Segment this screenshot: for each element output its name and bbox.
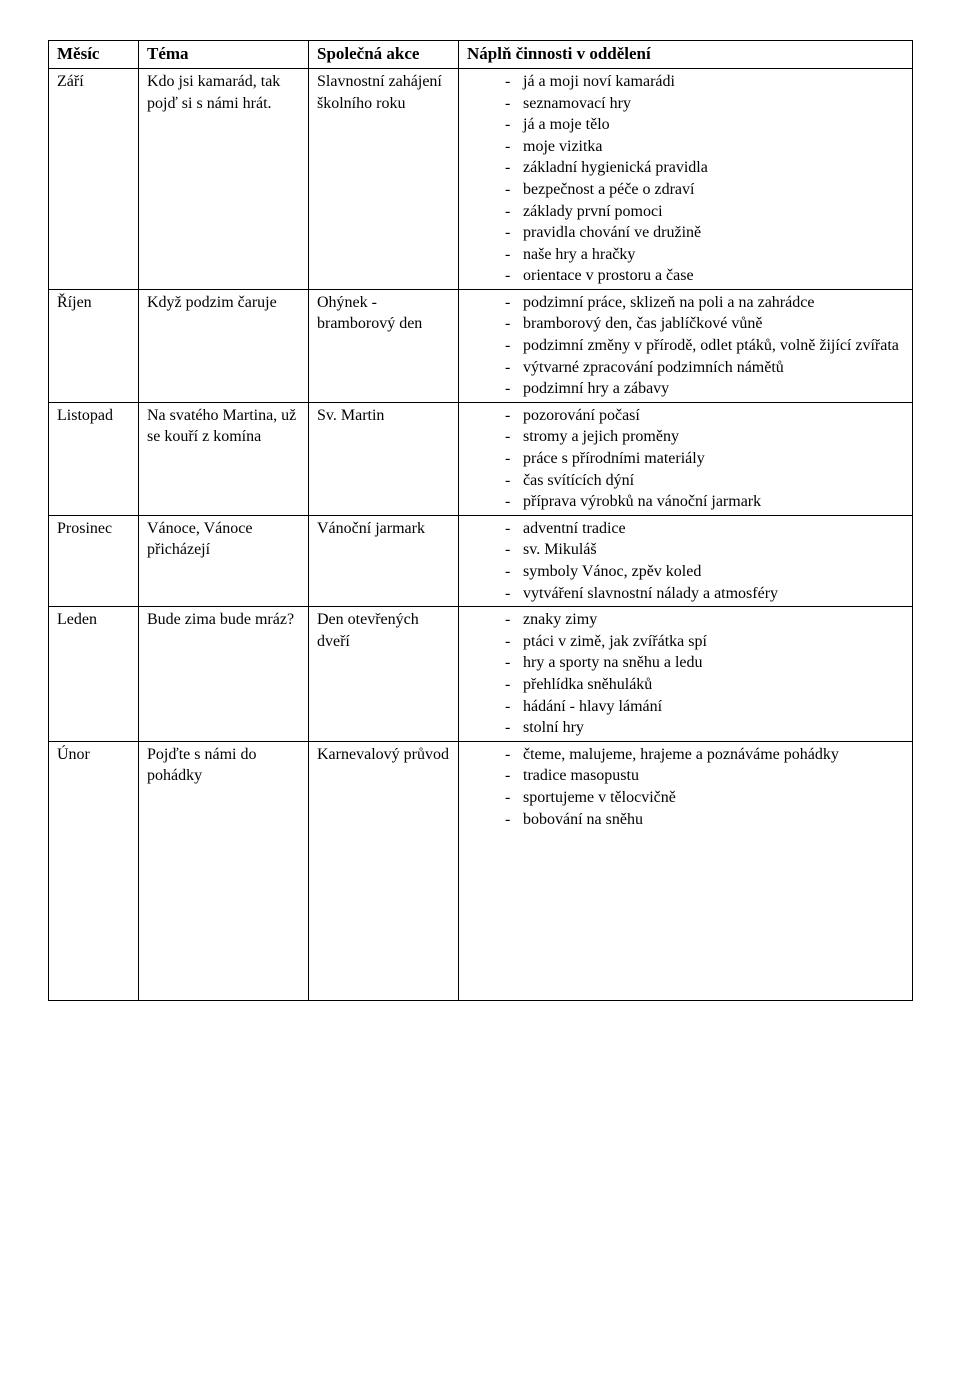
content-list-item: stolní hry bbox=[505, 717, 906, 739]
content-list-item: čteme, malujeme, hrajeme a poznáváme poh… bbox=[505, 744, 906, 766]
content-list-item: moje vizitka bbox=[505, 136, 906, 158]
table-row: ŘíjenKdyž podzim čarujeOhýnek - bramboro… bbox=[49, 289, 913, 402]
cell-theme: Pojďte s námi do pohádky bbox=[139, 741, 309, 1000]
cell-content: podzimní práce, sklizeň na poli a na zah… bbox=[459, 289, 913, 402]
cell-content: znaky zimyptáci v zimě, jak zvířátka spí… bbox=[459, 607, 913, 742]
table-row: ZáříKdo jsi kamarád, tak pojď si s námi … bbox=[49, 68, 913, 289]
content-list-item: sv. Mikuláš bbox=[505, 539, 906, 561]
content-list-item: čas svítících dýní bbox=[505, 470, 906, 492]
content-list-item: znaky zimy bbox=[505, 609, 906, 631]
content-list: pozorování počasístromy a jejich proměny… bbox=[467, 405, 906, 513]
content-list-item: bobování na sněhu bbox=[505, 809, 906, 831]
content-list-item: výtvarné zpracování podzimních námětů bbox=[505, 357, 906, 379]
content-list-item: tradice masopustu bbox=[505, 765, 906, 787]
header-action: Společná akce bbox=[309, 41, 459, 69]
table-row: LedenBude zima bude mráz?Den otevřených … bbox=[49, 607, 913, 742]
cell-action: Ohýnek - bramborový den bbox=[309, 289, 459, 402]
cell-content: adventní tradicesv. Mikulášsymboly Vánoc… bbox=[459, 515, 913, 606]
content-list: já a moji noví kamarádiseznamovací hryjá… bbox=[467, 71, 906, 287]
table-row: ÚnorPojďte s námi do pohádkyKarnevalový … bbox=[49, 741, 913, 1000]
content-list-item: přehlídka sněhuláků bbox=[505, 674, 906, 696]
header-theme: Téma bbox=[139, 41, 309, 69]
content-list: znaky zimyptáci v zimě, jak zvířátka spí… bbox=[467, 609, 906, 739]
content-list-item: podzimní práce, sklizeň na poli a na zah… bbox=[505, 292, 906, 314]
cell-action: Karnevalový průvod bbox=[309, 741, 459, 1000]
cell-month: Listopad bbox=[49, 402, 139, 515]
content-list-item: pravidla chování ve družině bbox=[505, 222, 906, 244]
content-list-item: hry a sporty na sněhu a ledu bbox=[505, 652, 906, 674]
cell-theme: Na svatého Martina, už se kouří z komína bbox=[139, 402, 309, 515]
content-list-item: já a moji noví kamarádi bbox=[505, 71, 906, 93]
cell-month: Leden bbox=[49, 607, 139, 742]
content-list-item: základní hygienická pravidla bbox=[505, 157, 906, 179]
table-row: ListopadNa svatého Martina, už se kouří … bbox=[49, 402, 913, 515]
cell-month: Říjen bbox=[49, 289, 139, 402]
table-row: ProsinecVánoce, Vánoce přicházejíVánoční… bbox=[49, 515, 913, 606]
content-list-item: základy první pomoci bbox=[505, 201, 906, 223]
cell-action: Sv. Martin bbox=[309, 402, 459, 515]
content-list-item: hádání - hlavy lámání bbox=[505, 696, 906, 718]
cell-action: Vánoční jarmark bbox=[309, 515, 459, 606]
cell-theme: Kdo jsi kamarád, tak pojď si s námi hrát… bbox=[139, 68, 309, 289]
content-list-item: vytváření slavnostní nálady a atmosféry bbox=[505, 583, 906, 605]
header-month: Měsíc bbox=[49, 41, 139, 69]
content-list-item: naše hry a hračky bbox=[505, 244, 906, 266]
content-list: podzimní práce, sklizeň na poli a na zah… bbox=[467, 292, 906, 400]
content-list: adventní tradicesv. Mikulášsymboly Vánoc… bbox=[467, 518, 906, 604]
cell-theme: Vánoce, Vánoce přicházejí bbox=[139, 515, 309, 606]
cell-month: Září bbox=[49, 68, 139, 289]
cell-action: Slavnostní zahájení školního roku bbox=[309, 68, 459, 289]
content-list-item: práce s přírodními materiály bbox=[505, 448, 906, 470]
cell-content: čteme, malujeme, hrajeme a poznáváme poh… bbox=[459, 741, 913, 1000]
content-list-item: příprava výrobků na vánoční jarmark bbox=[505, 491, 906, 513]
header-content: Náplň činnosti v oddělení bbox=[459, 41, 913, 69]
content-list-item: bramborový den, čas jablíčkové vůně bbox=[505, 313, 906, 335]
content-list-item: podzimní změny v přírodě, odlet ptáků, v… bbox=[505, 335, 906, 357]
content-list-item: já a moje tělo bbox=[505, 114, 906, 136]
content-list-item: bezpečnost a péče o zdraví bbox=[505, 179, 906, 201]
content-list: čteme, malujeme, hrajeme a poznáváme poh… bbox=[467, 744, 906, 830]
content-list-item: stromy a jejich proměny bbox=[505, 426, 906, 448]
content-list-item: ptáci v zimě, jak zvířátka spí bbox=[505, 631, 906, 653]
cell-month: Prosinec bbox=[49, 515, 139, 606]
content-list-item: seznamovací hry bbox=[505, 93, 906, 115]
cell-theme: Když podzim čaruje bbox=[139, 289, 309, 402]
content-list-item: sportujeme v tělocvičně bbox=[505, 787, 906, 809]
cell-month: Únor bbox=[49, 741, 139, 1000]
table-header-row: Měsíc Téma Společná akce Náplň činnosti … bbox=[49, 41, 913, 69]
cell-content: pozorování počasístromy a jejich proměny… bbox=[459, 402, 913, 515]
cell-theme: Bude zima bude mráz? bbox=[139, 607, 309, 742]
activity-plan-table: Měsíc Téma Společná akce Náplň činnosti … bbox=[48, 40, 913, 1001]
content-list-item: symboly Vánoc, zpěv koled bbox=[505, 561, 906, 583]
cell-action: Den otevřených dveří bbox=[309, 607, 459, 742]
content-list-item: adventní tradice bbox=[505, 518, 906, 540]
content-list-item: podzimní hry a zábavy bbox=[505, 378, 906, 400]
content-list-item: pozorování počasí bbox=[505, 405, 906, 427]
content-list-item: orientace v prostoru a čase bbox=[505, 265, 906, 287]
cell-content: já a moji noví kamarádiseznamovací hryjá… bbox=[459, 68, 913, 289]
